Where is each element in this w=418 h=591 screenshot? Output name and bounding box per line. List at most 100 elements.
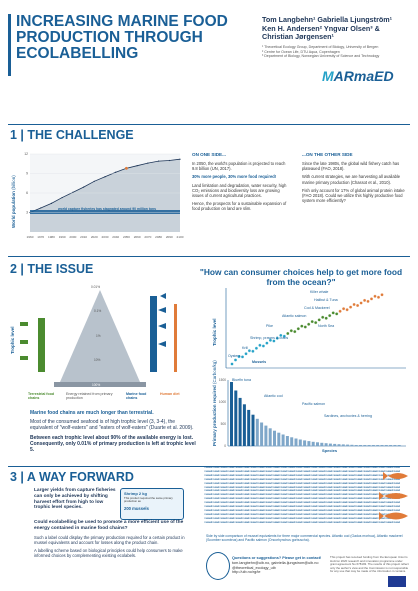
species-point: [317, 318, 321, 322]
poster-title: INCREASING MARINE FOOD PRODUCTION THROUG…: [16, 14, 256, 62]
species-point: [275, 336, 279, 340]
population-point: [93, 180, 95, 182]
species-point: [338, 309, 342, 313]
human-diet-bar: [174, 304, 177, 372]
section-3-rule: [8, 466, 410, 467]
x-tick-label: 1980: [48, 235, 55, 239]
species-point: [303, 325, 307, 329]
species-point: [300, 324, 304, 328]
species-bar: [346, 444, 350, 446]
species-bar: [251, 414, 255, 446]
species-bar: [290, 437, 294, 446]
mackerel-icon: [379, 492, 408, 500]
affiliations: ¹ Theoretical Ecology Group, Department …: [262, 45, 414, 59]
contact-question: Questions or suggestions? Please get in …: [232, 556, 322, 560]
mussel-ecolabel-example: Shrimp 2 kg This product required the sa…: [120, 488, 184, 520]
species-bar: [328, 443, 332, 446]
affiliation-1: ¹ Theoretical Ecology Group, Department …: [262, 45, 379, 49]
species-point: [254, 346, 259, 350]
legend-marine: Marine food chains: [126, 392, 147, 400]
species-bar: [294, 438, 298, 446]
species-bar: [316, 442, 319, 446]
species-bar: [393, 445, 397, 446]
one-side-para-1: In 2050, the world's population is proje…: [192, 161, 286, 172]
contact-email[interactable]: tom.langbehn@uib.no, gabriella.ljungstro…: [232, 560, 319, 565]
species-bar: [242, 404, 246, 446]
label-shrimp: Shrimp, prawns & crabs: [250, 336, 289, 340]
pct-1: 1%: [96, 334, 101, 338]
species-point: [352, 302, 356, 307]
species-point: [233, 358, 238, 362]
fish-silhouettes: [379, 472, 408, 520]
one-side-para-4: Hence, the prospects for a sustainable e…: [192, 201, 287, 212]
species-bar: [260, 422, 264, 446]
species-point: [279, 333, 283, 338]
population-point: [61, 196, 63, 199]
label-killer-whale: Killer whale: [310, 290, 329, 294]
section-2-title: 2 | THE ISSUE: [10, 262, 94, 276]
title-accent-bar: [8, 14, 11, 76]
pyramid-ylabel: Trophic level: [10, 326, 15, 354]
way-forward-text: Could ecolabelling be used to promote a …: [34, 520, 196, 558]
species-bar: [273, 430, 276, 446]
species-point: [380, 293, 384, 297]
note-atlantic-cod: Atlantic cod: [264, 394, 283, 398]
authors-line-3: Christian Jørgensen¹: [262, 32, 334, 41]
contact-website[interactable]: http://uib.no/rg/te: [232, 570, 261, 575]
key-question: "How can consumer choices help to get mo…: [199, 267, 403, 287]
species-point: [261, 344, 266, 348]
species-point: [341, 307, 346, 311]
eu-flag-icon: [388, 576, 406, 587]
species-bar: [324, 443, 328, 446]
note-pacific-salmon: Pacific salmon: [302, 402, 326, 406]
label-krill: Krill: [242, 346, 248, 350]
mussel-equivalents-figure: mussel mussel mussel mussel mussel musse…: [204, 466, 410, 530]
note-bluefin-tuna: Bluefin tuna: [232, 378, 251, 382]
x-tick-label: 2040: [112, 235, 119, 239]
section-3-title: 3 | A WAY FORWARD: [10, 470, 134, 484]
contact-block: Questions or suggestions? Please get in …: [232, 556, 324, 575]
species-bar: [238, 397, 242, 446]
species-bar: [341, 444, 345, 446]
species-point: [376, 295, 381, 299]
section-2-rule: [8, 256, 410, 257]
species-bar: [367, 445, 371, 446]
fisheries-band: [30, 210, 180, 214]
one-side-para-2: 30% more people, 30% more food required!: [192, 174, 277, 180]
label-north-sea: North Sea: [318, 324, 335, 328]
pct-0-01: 0.01%: [91, 285, 101, 289]
primary-production-chart: 1500 1000 500 0 Primary production required…: [206, 360, 410, 454]
species-point: [331, 311, 335, 315]
species-bar: [354, 445, 358, 446]
other-side-column: ...ON THE OTHER SIDE Since the late 1980…: [302, 152, 410, 203]
species-bar: [268, 428, 272, 446]
species-bar: [230, 382, 233, 446]
species-bar: [234, 390, 238, 446]
x-tick-label: 2080: [155, 235, 162, 239]
y-tick-label: 12: [24, 152, 28, 156]
label-mussels: Mussels: [252, 360, 267, 364]
species-point: [355, 303, 360, 308]
population-point: [82, 186, 85, 188]
population-chart-note: world capture fisheries has stagnated ar…: [58, 207, 156, 211]
species-bar: [264, 425, 268, 446]
trophic-pyramid-figure: Trophic level 0.01% 0.1% 1% 10% 100% Ter…: [8, 282, 194, 406]
x-tick-label: 2030: [102, 235, 109, 239]
bar-y-tick: 1000: [219, 400, 226, 404]
species-point: [272, 339, 276, 343]
other-side-para-1: Since the late 1980s, the global wild fi…: [302, 161, 400, 172]
contact-handle[interactable]: @theoretical_ecology_uib: [232, 565, 276, 570]
cod-icon: [383, 472, 408, 480]
trophic-pyramid-svg: [20, 290, 177, 387]
species-point: [348, 305, 353, 309]
logo-text: ARmaED: [333, 68, 394, 84]
x-tick-label: 1970: [37, 235, 44, 239]
population-chart-ylabel: World population (billion): [11, 175, 16, 228]
issue-para-2: Most of the consumed seafood is of high …: [30, 419, 194, 432]
issue-para-3: Between each trophic level about 90% of …: [30, 434, 196, 454]
species-point: [328, 313, 332, 318]
legend-terrestrial: Terrestrial food chains: [28, 392, 55, 400]
species-point: [230, 362, 234, 366]
x-tick-label: 2000: [69, 235, 76, 239]
way-forward-para-4: A labelling scheme based on biological p…: [34, 548, 183, 559]
